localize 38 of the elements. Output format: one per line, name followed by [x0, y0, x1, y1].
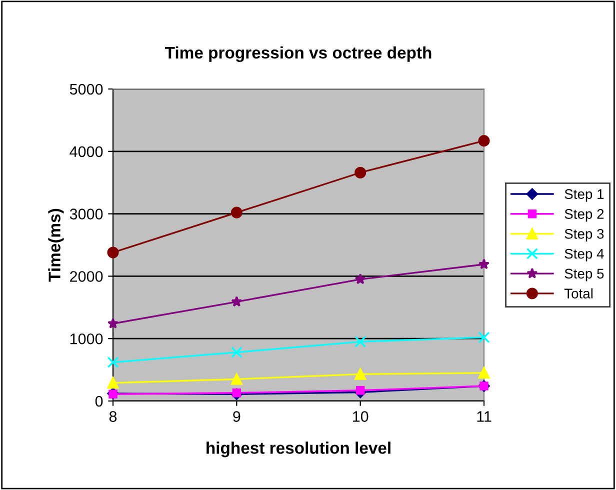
point: [478, 135, 490, 147]
point: [230, 346, 242, 358]
y-tick-label: 3000: [70, 208, 103, 220]
point: [478, 258, 490, 270]
y-tick-label: 4000: [70, 146, 103, 158]
y-tick-label: 5000: [70, 84, 103, 95]
point: [108, 390, 118, 399]
x-tick-label: 9: [233, 411, 240, 422]
point: [354, 166, 366, 178]
legend-label: Step 3: [564, 228, 604, 242]
chart-title: Time progression vs octree depth: [165, 46, 432, 62]
point: [354, 274, 366, 284]
point: [356, 386, 365, 395]
point: [107, 318, 119, 328]
point: [231, 296, 242, 307]
y-tick-label: 0: [95, 396, 103, 407]
point: [354, 368, 366, 380]
point: [232, 388, 242, 398]
legend-label: Total: [564, 288, 593, 298]
point: [354, 336, 366, 348]
legend-label: Step 5: [564, 268, 604, 282]
legend-label: Step 2: [564, 209, 604, 222]
point: [478, 332, 490, 344]
y-axis-title: Time(ms): [48, 208, 64, 282]
point: [107, 246, 119, 258]
point: [107, 377, 119, 389]
point: [478, 367, 490, 379]
x-tick-label: 11: [477, 411, 492, 422]
point: [230, 206, 242, 218]
point: [230, 373, 242, 385]
x-tick-label: 10: [353, 411, 368, 422]
point: [107, 356, 119, 368]
legend-label: Step 1: [564, 189, 604, 202]
legend-label: Step 4: [564, 248, 604, 262]
y-tick-label: 1000: [70, 333, 103, 344]
y-tick-label: 2000: [70, 271, 103, 282]
x-tick-label: 8: [109, 411, 117, 422]
x-axis-title: highest resolution level: [206, 442, 390, 458]
